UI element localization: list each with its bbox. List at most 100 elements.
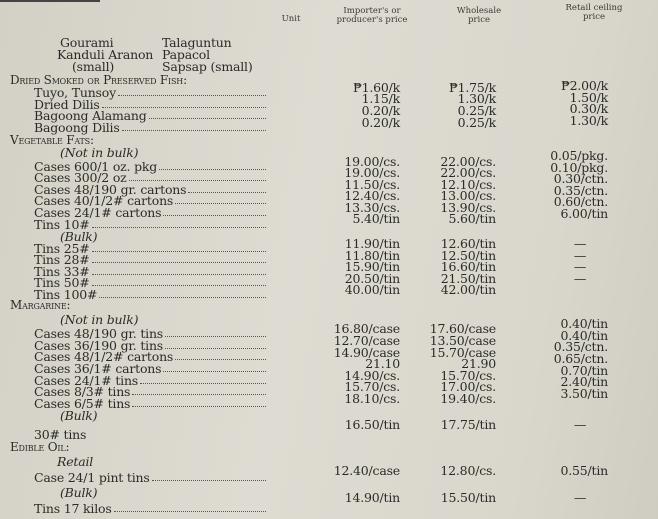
column-header-wholesale: Wholesale price [456, 6, 502, 25]
item-label: Tins 100# [34, 287, 98, 302]
wholesale-price: 15.70/case [429, 345, 496, 360]
item-label: Tins 25# [34, 241, 90, 256]
item-label: Cases 600/1 oz. pkg [34, 159, 158, 174]
item-label: Cases 36/1# cartons [34, 361, 162, 376]
section-heading: Vegetable Fats: [10, 133, 94, 147]
table-row-label: Cases 48/190 gr. tins [34, 327, 266, 340]
wholesale-price: 17.00/cs. [440, 379, 496, 394]
wholesale-price: 22.00/cs. [440, 154, 496, 169]
retail-price: 1.50/k [569, 90, 609, 105]
importer-price: 40.00/tin [344, 282, 400, 297]
retail-price: — [573, 271, 587, 286]
fish-name: Sapsap (small) [162, 59, 253, 74]
wholesale-price: ₱1.75/k [448, 80, 496, 95]
dot-leader [140, 374, 266, 384]
retail-price: 0.60/ctn. [553, 194, 608, 209]
dot-leader [163, 362, 266, 372]
retail-price: 0.30/ctn. [553, 171, 608, 186]
subheading: (Bulk) [60, 229, 98, 244]
importer-price: ₱1.60/k [352, 80, 400, 95]
dot-leader [175, 194, 266, 204]
importer-price: 18.10/cs. [344, 391, 400, 406]
wholesale-price: 22.00/cs. [440, 165, 496, 180]
item-label: Tins 50# [34, 275, 90, 290]
table-row-label: Tins 10# [34, 218, 266, 231]
dot-leader [165, 327, 266, 337]
importer-price: 12.40/cs. [344, 188, 400, 203]
wholesale-price: 13.90/cs. [440, 200, 496, 215]
table-row-label: Cases 6/5# tins [34, 397, 266, 410]
table-row-label: Bagoong Dilis [34, 121, 266, 134]
item-label: Cases 8/3# tins [34, 384, 131, 399]
retail-price: 3.50/tin [560, 386, 608, 401]
wholesale-price: 12.50/tin [440, 248, 496, 263]
dot-leader [165, 339, 266, 349]
retail-price: — [573, 236, 587, 251]
importer-price: 16.50/tin [344, 417, 400, 432]
importer-price: 21.10 [365, 356, 400, 371]
subheading: (Not in bulk) [60, 145, 139, 160]
wholesale-price: 21.90 [461, 356, 496, 371]
item-label: Cases 24/1# cartons [34, 205, 162, 220]
table-row-label: Cases 300/2 oz [34, 171, 266, 184]
dot-leader [175, 350, 266, 360]
item-label: Cases 24/1# tins [34, 373, 139, 388]
fish-name: Kanduli Aranon [57, 47, 154, 62]
dot-leader [132, 397, 266, 407]
wholesale-price: 15.70/cs. [440, 368, 496, 383]
table-row-label: Cases 24/1# tins [34, 374, 266, 387]
dot-leader [91, 253, 266, 263]
table-row-label: Tins 100# [34, 288, 266, 301]
column-header-importer: Importer's or producer's price [336, 6, 408, 25]
fish-name: Papacol [162, 47, 210, 62]
item-label: Cases 300/2 oz [34, 170, 127, 185]
wholesale-price: 13.50/case [429, 333, 496, 348]
dot-leader [159, 160, 266, 170]
section-heading: Edible Oil: [10, 440, 70, 454]
dot-leader [188, 183, 266, 193]
retail-price: 0.65/ctn. [553, 351, 608, 366]
retail-price: — [573, 417, 587, 432]
retail-price: 0.35/ctn. [553, 183, 608, 198]
table-row-label: Cases 48/1/2# cartons [34, 350, 266, 363]
importer-price: 0.20/k [361, 103, 401, 118]
retail-price: 0.05/pkg. [550, 148, 608, 163]
wholesale-price: 17.75/tin [440, 417, 496, 432]
item-label: Case 24/1 pint tins [34, 470, 150, 485]
importer-price: 14.90/cs. [344, 368, 400, 383]
importer-price: 15.90/tin [344, 259, 400, 274]
column-header-unit: Unit [281, 14, 301, 24]
retail-price: 0.35/ctn. [553, 339, 608, 354]
wholesale-price: 15.50/tin [440, 490, 496, 505]
table-row-label: Cases 40/1/2# cartons [34, 194, 266, 207]
section-heading: Margarine: [10, 298, 71, 312]
table-row-label: Cases 36/190 gr. tins [34, 339, 266, 352]
table-row-label: Case 24/1 pint tins [34, 471, 266, 484]
dot-leader [113, 502, 266, 512]
importer-price: 11.90/tin [344, 236, 400, 251]
retail-price: — [573, 490, 587, 505]
importer-price: 15.70/cs. [344, 379, 400, 394]
dot-leader [151, 471, 266, 481]
fish-name: (small) [72, 59, 115, 74]
retail-price: 1.30/k [569, 113, 609, 128]
item-label: Bagoong Alamang [34, 108, 147, 123]
retail-price: 0.70/tin [560, 363, 608, 378]
retail-price: 0.40/tin [560, 328, 608, 343]
table-row-label: Bagoong Alamang [34, 109, 266, 122]
item-label: Cases 48/190 gr. cartons [34, 182, 187, 197]
table-row-label: Cases 600/1 oz. pkg [34, 160, 266, 173]
retail-price: 2.40/tin [560, 374, 608, 389]
item-label: Tuyo, Tunsoy [34, 85, 116, 100]
wholesale-price: 19.40/cs. [440, 391, 496, 406]
table-row-label: Cases 36/1# cartons [34, 362, 266, 375]
wholesale-price: 5.60/tin [448, 211, 496, 226]
retail-price: — [573, 248, 587, 263]
dot-leader [163, 206, 266, 216]
subheading: (Bulk) [60, 485, 98, 500]
dot-leader [148, 109, 266, 119]
item-label: Tins 10# [34, 217, 90, 232]
importer-price: 1.15/k [361, 91, 401, 106]
wholesale-price: 12.80/cs. [440, 463, 496, 478]
retail-price: 0.30/k [569, 101, 609, 116]
